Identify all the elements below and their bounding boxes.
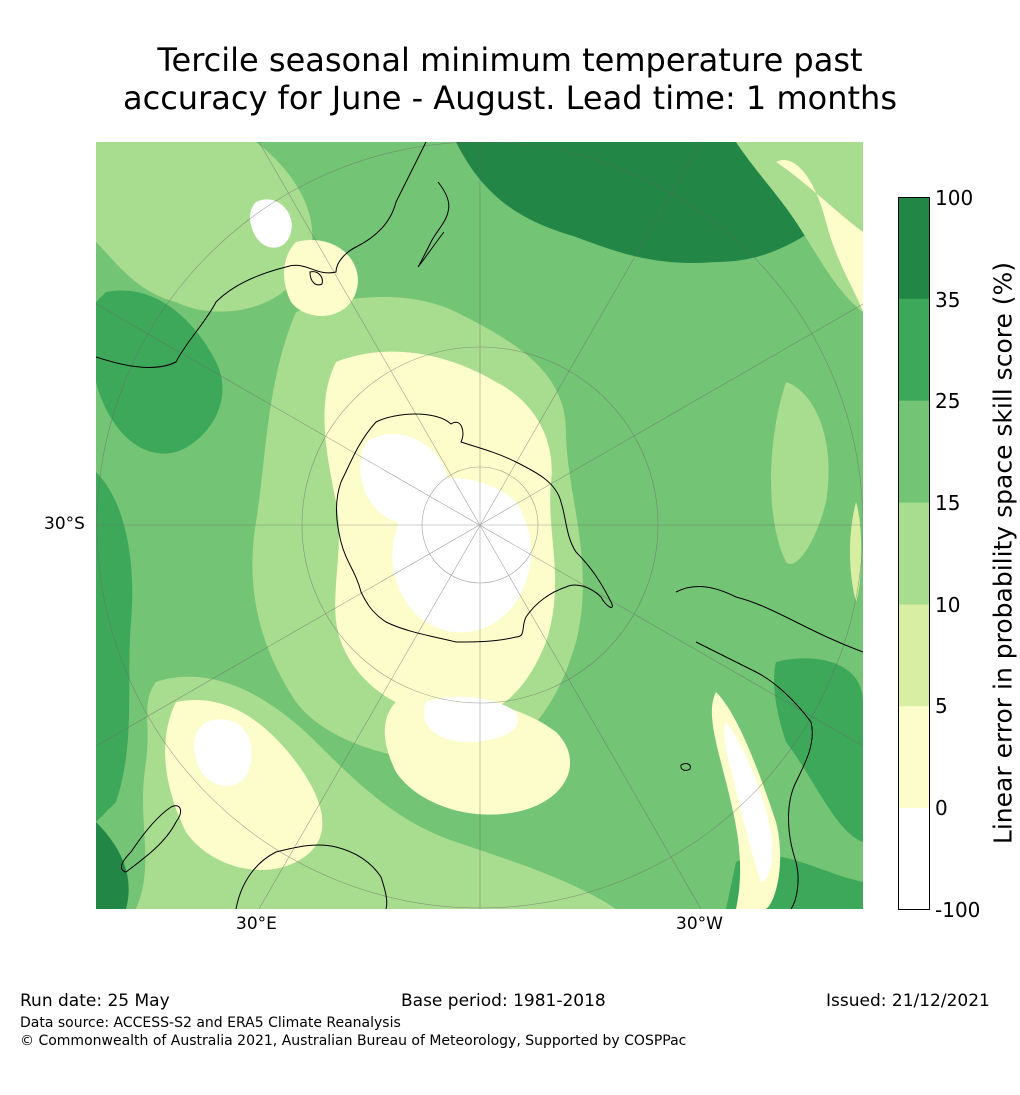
colorbar-swatch-1 [898,298,930,402]
skill-region-high-west [96,472,133,822]
colorbar-tick-15: 15 [935,491,961,515]
colorbar-tick-25: 25 [935,389,961,413]
colorbar-swatch-6 [898,808,930,910]
colorbar-tick-minus-100: -100 [935,898,981,922]
skill-region-light-northeast [736,142,863,312]
falklands-coast [680,763,691,771]
graticule [96,142,863,909]
skill-region-light-east [771,382,829,564]
colorbar-tick-5: 5 [935,694,948,718]
madagascar-coast [120,805,182,873]
new-zealand-coast [417,181,450,268]
skill-region-pale-east [850,502,862,602]
map-title-line-2: accuracy for June - August. Lead time: 1… [123,79,897,117]
copyright: © Commonwealth of Australia 2021, Austra… [20,1033,687,1049]
skill-region-negative-andes [723,722,773,882]
skill-region-negative-southwest [194,719,252,786]
colorbar-swatch-4 [898,604,930,707]
skill-region-negative-south [423,696,518,742]
base-period: Base period: 1981-2018 [401,991,606,1011]
south-america-coast [675,586,863,909]
colorbar-swatch-5 [898,706,930,809]
data-source: Data source: ACCESS-S2 and ERA5 Climate … [20,1015,401,1031]
longitude-label-30w: 30°W [676,914,723,934]
latitude-label-30s: 30°S [44,514,85,534]
colorbar-swatch-2 [898,400,930,504]
africa-coast [235,844,388,909]
australia-coast [96,142,427,368]
tasmania-coast [309,271,323,286]
colorbar-tick-35: 35 [935,288,961,312]
colorbar-tick-0: 0 [935,796,948,820]
antarctica-coast [336,413,613,643]
skill-region-light-west [96,142,313,312]
coastlines [96,142,863,909]
colorbar-swatch-0 [898,197,930,300]
colorbar-tick-10: 10 [935,593,961,617]
issued-date: Issued: 21/12/2021 [826,991,990,1011]
skill-region-pale-northeast [776,160,863,312]
polar-skill-map [96,142,863,909]
skill-region-pale-north [284,240,358,316]
colorbar [898,197,930,910]
skill-region-mid-west [96,290,223,454]
colorbar-label: Linear error in probability space skill … [988,261,1018,845]
skill-region-high-southwest [96,822,129,909]
map-title-line-1: Tercile seasonal minimum temperature pas… [157,41,863,79]
skill-region-negative-pole [392,478,531,633]
colorbar-tick-100: 100 [935,186,974,210]
colorbar-swatch-3 [898,502,930,605]
longitude-label-30e: 30°E [236,914,277,934]
run-date: Run date: 25 May [20,991,170,1011]
